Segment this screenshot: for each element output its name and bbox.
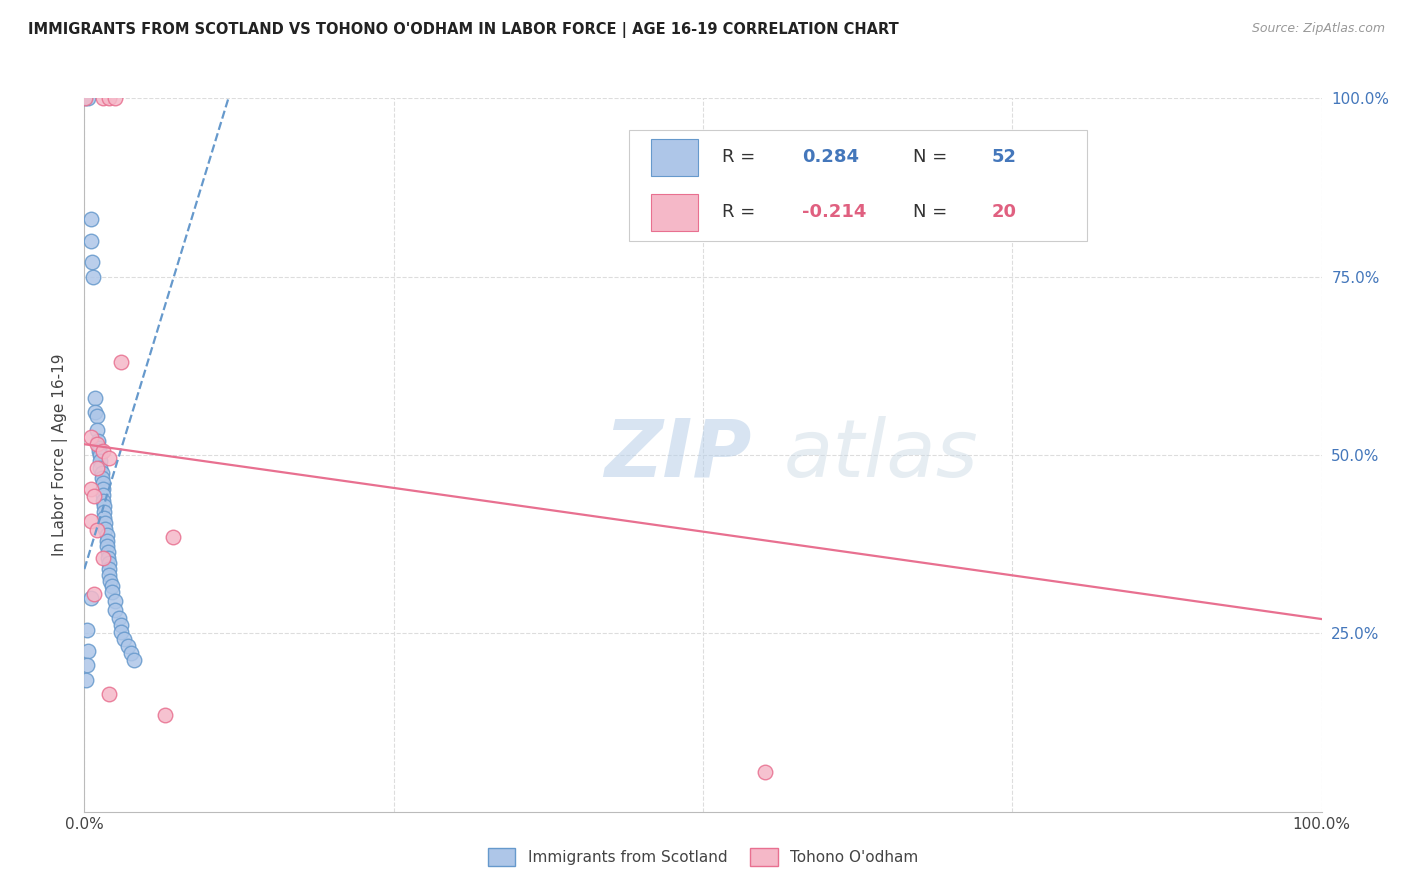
Point: [104, 603, 127, 617]
Point: [91, 488, 114, 502]
Point: [153, 708, 176, 723]
FancyBboxPatch shape: [651, 194, 697, 231]
Point: [76, 623, 98, 637]
Point: [79, 514, 101, 528]
Point: [77, 644, 100, 658]
Point: [84, 391, 107, 405]
Text: N =: N =: [914, 203, 953, 221]
Point: [86, 423, 108, 437]
Text: N =: N =: [914, 148, 953, 166]
Point: [91, 476, 114, 491]
Point: [108, 610, 131, 624]
Point: [89, 453, 111, 467]
Point: [75, 673, 97, 687]
Point: [93, 510, 115, 524]
Point: [110, 624, 132, 639]
Point: [104, 594, 127, 608]
Text: ZIP: ZIP: [605, 416, 751, 494]
Point: [86, 460, 108, 475]
Text: 52: 52: [991, 148, 1017, 166]
FancyBboxPatch shape: [628, 130, 1087, 241]
Y-axis label: In Labor Force | Age 16-19: In Labor Force | Age 16-19: [52, 353, 69, 557]
Point: [96, 528, 118, 542]
Point: [162, 530, 184, 544]
Text: IMMIGRANTS FROM SCOTLAND VS TOHONO O'ODHAM IN LABOR FORCE | AGE 16-19 CORRELATIO: IMMIGRANTS FROM SCOTLAND VS TOHONO O'ODH…: [28, 22, 898, 38]
Point: [79, 591, 101, 605]
Text: R =: R =: [721, 203, 761, 221]
Point: [96, 539, 118, 553]
Point: [87, 434, 110, 448]
Point: [86, 437, 108, 451]
Legend: Immigrants from Scotland, Tohono O'odham: Immigrants from Scotland, Tohono O'odham: [482, 842, 924, 871]
Point: [79, 482, 101, 496]
Point: [94, 522, 117, 536]
Point: [80, 255, 103, 269]
Point: [117, 639, 139, 653]
Point: [100, 585, 122, 599]
Point: [86, 409, 108, 423]
Point: [93, 500, 115, 514]
Point: [98, 451, 121, 466]
Point: [91, 493, 114, 508]
Text: 0.284: 0.284: [801, 148, 859, 166]
Point: [96, 533, 118, 548]
Point: [91, 91, 114, 105]
Point: [77, 91, 100, 105]
Point: [97, 545, 120, 559]
Point: [98, 91, 121, 105]
Point: [98, 574, 121, 588]
Text: -0.214: -0.214: [801, 203, 866, 221]
Point: [79, 430, 101, 444]
Point: [89, 441, 111, 455]
Point: [90, 471, 112, 485]
Point: [90, 466, 112, 480]
Point: [91, 551, 114, 566]
Point: [98, 562, 121, 576]
Text: R =: R =: [721, 148, 761, 166]
Point: [86, 523, 108, 537]
Point: [122, 653, 145, 667]
Point: [98, 567, 121, 582]
Point: [120, 646, 142, 660]
Point: [110, 355, 132, 369]
Point: [79, 234, 101, 248]
Point: [112, 632, 135, 646]
Point: [89, 444, 111, 458]
Point: [110, 617, 132, 632]
Point: [89, 448, 111, 462]
Point: [98, 687, 121, 701]
Point: [83, 587, 105, 601]
Text: atlas: atlas: [783, 416, 979, 494]
Point: [98, 557, 121, 571]
Point: [754, 765, 776, 780]
Text: 20: 20: [991, 203, 1017, 221]
Point: [84, 405, 107, 419]
Text: Source: ZipAtlas.com: Source: ZipAtlas.com: [1251, 22, 1385, 36]
Point: [75, 91, 97, 105]
Point: [94, 516, 117, 531]
Point: [91, 482, 114, 496]
Point: [91, 444, 114, 458]
FancyBboxPatch shape: [651, 139, 697, 176]
Point: [104, 91, 127, 105]
Point: [79, 212, 101, 227]
Point: [82, 269, 104, 284]
Point: [100, 579, 122, 593]
Point: [76, 658, 98, 673]
Point: [75, 91, 97, 105]
Point: [93, 505, 115, 519]
Point: [97, 550, 120, 565]
Point: [89, 460, 111, 475]
Point: [83, 489, 105, 503]
